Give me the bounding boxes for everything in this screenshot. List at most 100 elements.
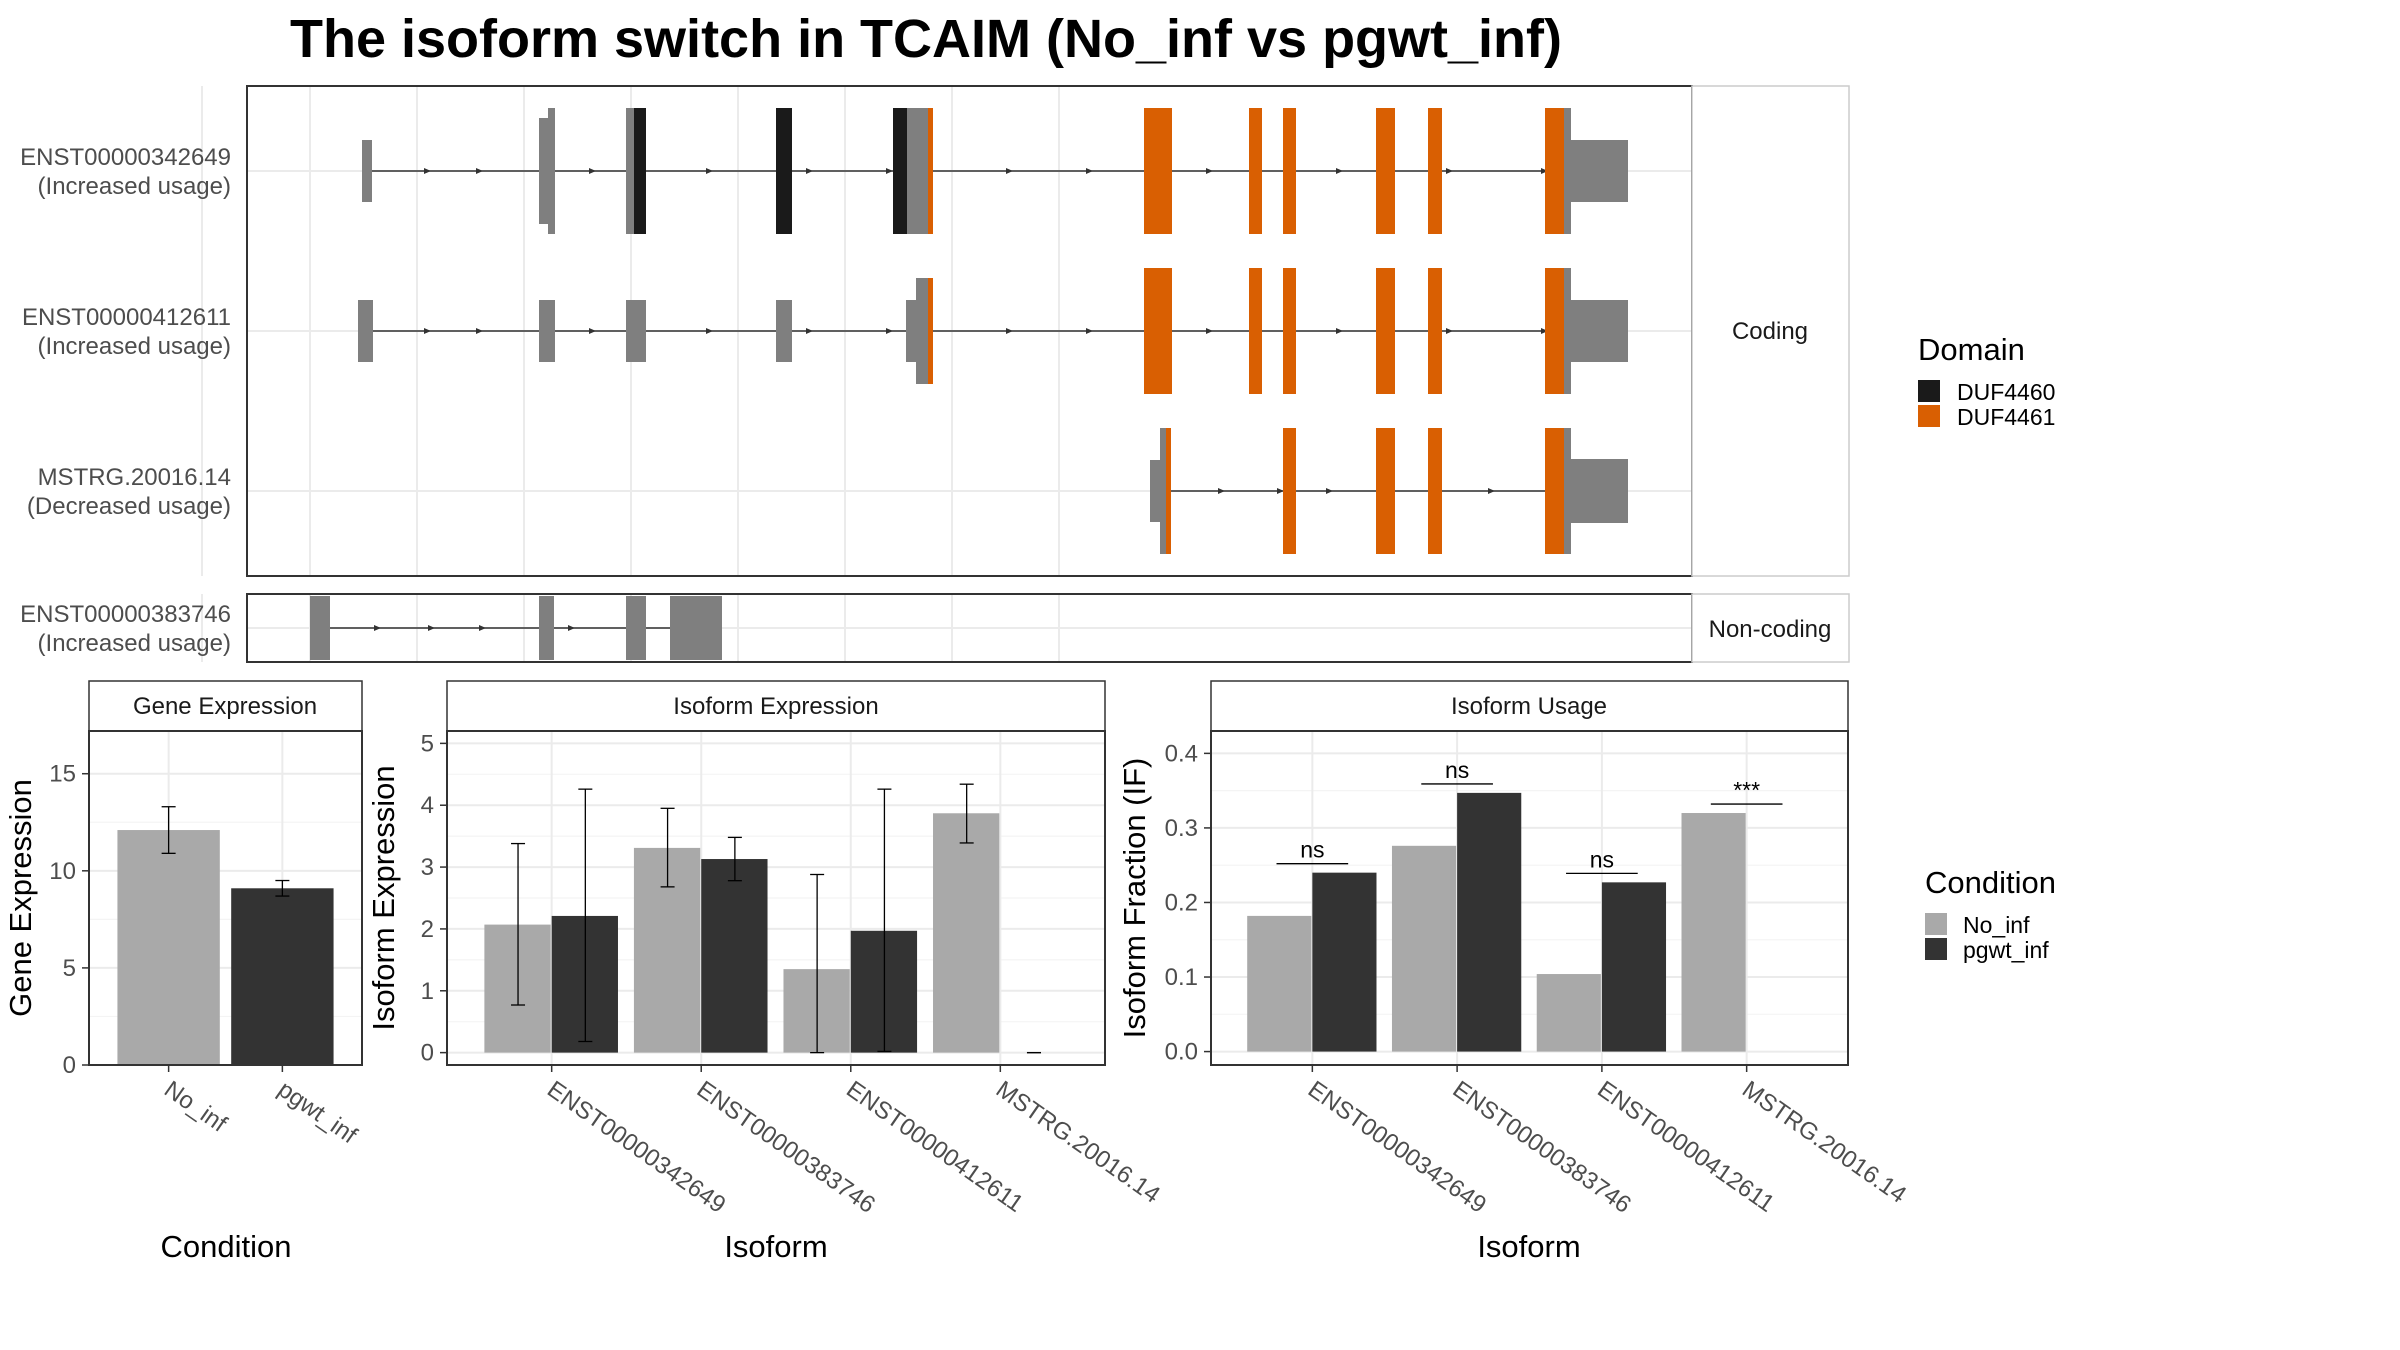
exon-block (1564, 108, 1571, 234)
noncoding-strip-label: Non-coding (1709, 616, 1832, 643)
strand-arrow (428, 625, 435, 631)
exon-block (1428, 268, 1442, 394)
strand-arrow (476, 328, 483, 334)
significance-label: ns (1445, 757, 1469, 783)
exon-block (1166, 428, 1171, 554)
gene-expression-strip (88, 680, 363, 732)
gene-expression-x-axis-label: Condition (161, 1229, 292, 1264)
y-tick-label: 0.1 (1165, 964, 1198, 991)
exon-block (906, 300, 918, 362)
y-tick-label: 0 (421, 1040, 434, 1067)
exon-block (1571, 459, 1628, 523)
strand-arrow (424, 168, 431, 174)
condition-legend-label: No_inf (1963, 912, 2030, 938)
strand-arrow (589, 168, 596, 174)
exon-block (670, 596, 722, 660)
strand-arrow (806, 168, 813, 174)
exon-block (1428, 428, 1442, 554)
strand-arrow (1086, 328, 1093, 334)
strand-arrow (1488, 488, 1495, 494)
isoform-expression-chart: Isoform Expression 012345ENST00000342649… (366, 680, 1165, 1264)
y-tick-label: 4 (421, 792, 434, 819)
exon-block (626, 596, 646, 660)
strand-arrow (1336, 168, 1343, 174)
exon-block (634, 108, 646, 234)
y-tick-label: 0.0 (1165, 1039, 1198, 1066)
strand-arrow (476, 168, 483, 174)
strand-arrow (806, 328, 813, 334)
transcript-label-id: ENST00000383746 (20, 601, 231, 628)
isoform-usage-panel-border (1210, 730, 1849, 1066)
isoform-expression-y-axis-label: Isoform Expression (366, 765, 401, 1030)
exon-block (776, 300, 792, 362)
bar (1391, 845, 1457, 1052)
strand-arrow (1326, 488, 1333, 494)
transcript-structure-plot: Coding Non-coding ENST00000342649 (Incre… (20, 85, 2055, 663)
domain-legend-label: DUF4461 (1957, 404, 2055, 430)
condition-legend-key-no-inf (1925, 913, 1947, 935)
bar (1601, 882, 1667, 1052)
y-tick-label: 1 (421, 978, 434, 1005)
exon-block (1283, 268, 1296, 394)
bar (1536, 974, 1601, 1052)
exon-block (1564, 428, 1571, 554)
significance-label: *** (1733, 777, 1760, 803)
exon-block (893, 108, 907, 234)
exon-block (1428, 108, 1442, 234)
y-tick-label: 0 (63, 1052, 76, 1079)
bar (117, 830, 220, 1065)
condition-legend-label: pgwt_inf (1963, 937, 2049, 963)
exon-block (1144, 268, 1172, 394)
exon-block (626, 300, 646, 362)
isoform-usage-y-axis-label: Isoform Fraction (IF) (1117, 758, 1152, 1039)
isoform-usage-strip-title: Isoform Usage (1451, 693, 1607, 720)
domain-legend-title: Domain (1918, 332, 2025, 367)
isoform-expression-x-axis-label: Isoform (724, 1229, 827, 1264)
exon-block (539, 596, 554, 660)
exon-block (928, 278, 933, 384)
strand-arrow (1206, 328, 1213, 334)
bar (231, 888, 334, 1065)
transcript-tracks (310, 108, 1628, 660)
exon-block (1571, 140, 1628, 202)
bar (1457, 792, 1522, 1052)
exon-block (1283, 428, 1296, 554)
x-tick-label: pgwt_inf (273, 1076, 362, 1150)
gene-expression-chart: Gene Expression 0 5 10 15 No_inf pgwt_inf Con… (3, 680, 363, 1264)
coding-strip (1691, 85, 1850, 577)
strand-arrow (424, 328, 431, 334)
exon-block (548, 108, 555, 234)
exon-block (362, 140, 372, 202)
bar (1312, 872, 1377, 1052)
strand-arrow (374, 625, 381, 631)
exon-block (539, 300, 555, 362)
transcript-label-id: ENST00000342649 (20, 144, 231, 171)
bar (1247, 915, 1312, 1052)
strand-arrow (886, 168, 893, 174)
gene-expression-panel-border (88, 730, 363, 1066)
strand-arrow (1446, 168, 1453, 174)
strand-arrow (1206, 168, 1213, 174)
strand-arrow (1006, 168, 1013, 174)
y-tick-label: 2 (421, 916, 434, 943)
strand-arrow (886, 328, 893, 334)
y-tick-label: 3 (421, 854, 434, 881)
isoform-expression-strip (446, 680, 1106, 732)
strand-arrow (1218, 488, 1225, 494)
transcript-label-usage: (Increased usage) (38, 333, 231, 360)
gene-expression-y-axis-label: Gene Expression (3, 779, 38, 1017)
isoform-usage-x-axis-label: Isoform (1477, 1229, 1580, 1264)
significance-label: ns (1300, 837, 1324, 863)
strand-arrow (479, 625, 486, 631)
exon-block (1564, 268, 1571, 394)
bar (933, 813, 1000, 1053)
exon-block (626, 108, 634, 234)
y-tick-label: 0.2 (1165, 889, 1198, 916)
x-tick-label: No_inf (159, 1076, 232, 1138)
strand-arrow (1086, 168, 1093, 174)
y-tick-label: 0.3 (1165, 815, 1198, 842)
y-tick-label: 5 (421, 730, 434, 757)
condition-legend-key-pgwt-inf (1925, 938, 1947, 960)
strand-arrow (1446, 328, 1453, 334)
